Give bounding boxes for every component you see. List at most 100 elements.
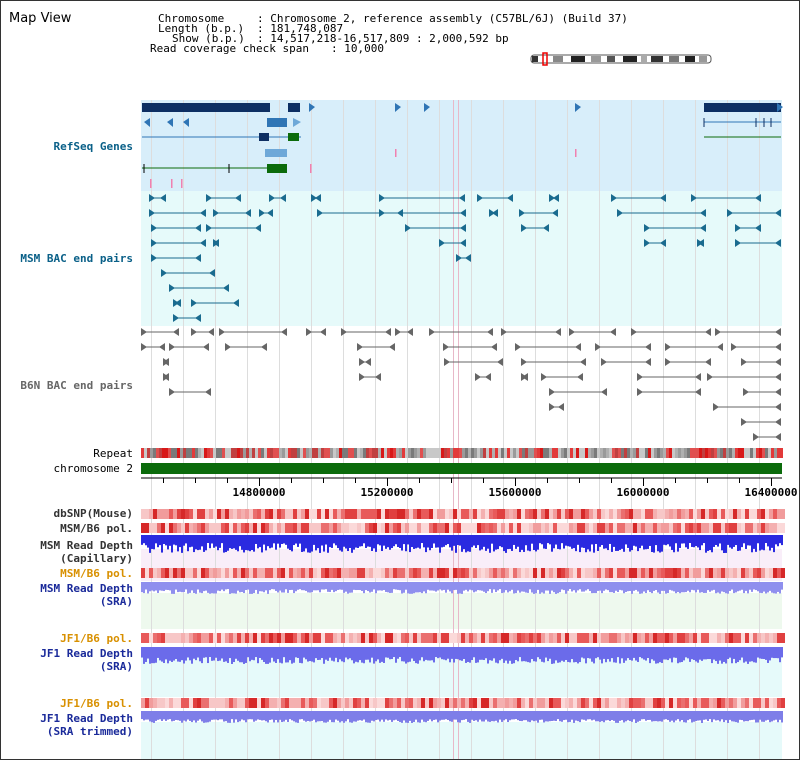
repeat-block xyxy=(780,448,783,458)
track-label-msm-bac[interactable]: MSM BAC end pairs xyxy=(20,252,133,265)
jf1-depth-sra-bar xyxy=(623,647,625,663)
msm-depth-capillary-bar xyxy=(189,535,191,548)
jf1-depth-trim-bar xyxy=(383,711,385,722)
jf1-depth-trim-bar xyxy=(719,711,721,722)
dbsnp-cell xyxy=(233,509,237,519)
jf1-depth-sra-bar xyxy=(477,647,479,663)
msm-b6-pol-sra-cell xyxy=(337,568,341,578)
jf1-b6-pol-trim-cell xyxy=(437,698,441,708)
msm-depth-capillary-bar xyxy=(473,535,475,546)
msm-b6-pol-sra-cell xyxy=(665,568,669,578)
repeat-block xyxy=(690,448,693,458)
jf1-depth-trim-bar xyxy=(213,711,215,720)
jf1-b6-pol-trim-cell xyxy=(229,698,233,708)
msm-b6-pol-cell xyxy=(281,523,285,533)
msm-depth-capillary-bar xyxy=(589,535,591,552)
msm-bac-pair-end xyxy=(735,224,741,232)
track-label-msm-depth-capillary[interactable]: MSM Read Depth (Capillary) xyxy=(40,539,133,565)
b6n-bac-pair-end xyxy=(385,328,391,336)
repeat-block xyxy=(603,448,606,458)
msm-depth-sra-bar xyxy=(207,582,209,593)
msm-bac-pair-end xyxy=(195,314,201,322)
jf1-depth-sra-bar xyxy=(209,647,211,658)
msm-depth-capillary-bar xyxy=(549,535,551,545)
msm-depth-capillary-bar xyxy=(637,535,639,552)
jf1-depth-trim-bar xyxy=(279,711,281,720)
dbsnp-cell xyxy=(441,509,445,519)
msm-depth-capillary-bar xyxy=(669,535,671,547)
msm-bac-pair-end xyxy=(492,209,498,217)
b6n-bac-pair-end xyxy=(515,343,521,351)
msm-b6-pol-sra-cell xyxy=(233,568,237,578)
msm-b6-pol-sra-cell xyxy=(389,568,393,578)
repeat-block xyxy=(627,448,630,458)
repeat-block xyxy=(186,448,189,458)
info-length-value: : 181,748,087 xyxy=(257,22,344,35)
msm-depth-capillary-bar xyxy=(561,535,563,544)
msm-depth-sra-bar xyxy=(433,582,435,591)
jf1-depth-sra-bar xyxy=(479,647,481,660)
msm-depth-capillary-bar xyxy=(725,535,727,553)
msm-b6-pol-sra-cell xyxy=(713,568,717,578)
jf1-depth-sra-bar xyxy=(639,647,641,658)
msm-depth-capillary-bar xyxy=(381,535,383,552)
jf1-depth-trim-bar xyxy=(521,711,523,722)
jf1-depth-sra-bar xyxy=(687,647,689,659)
msm-depth-capillary-bar xyxy=(277,535,279,544)
repeat-block xyxy=(462,448,465,458)
track-label-jf1-b6-pol-trimmed[interactable]: JF1/B6 pol. xyxy=(60,697,133,710)
msm-b6-pol-sra-cell xyxy=(409,568,413,578)
track-label-msm-depth-sra[interactable]: MSM Read Depth (SRA) xyxy=(40,582,133,608)
b6n-bac-pair-end xyxy=(741,418,747,426)
msm-depth-capillary-bar xyxy=(661,535,663,552)
msm-depth-sra-bar xyxy=(161,582,163,591)
msm-depth-sra-bar xyxy=(415,582,417,593)
msm-depth-capillary-bar xyxy=(183,535,185,546)
msm-depth-capillary-bar xyxy=(229,535,231,549)
msm-b6-pol-sra-cell xyxy=(345,568,349,578)
track-label-jf1-b6-pol[interactable]: JF1/B6 pol. xyxy=(60,632,133,645)
jf1-b6-pol-cell xyxy=(737,633,741,643)
msm-depth-capillary-bar xyxy=(173,535,175,545)
msm-bac-pair-end xyxy=(173,314,179,322)
msm-depth-capillary-bar xyxy=(519,535,521,553)
msm-depth-capillary-bar xyxy=(721,535,723,551)
msm-b6-pol-cell xyxy=(337,523,341,533)
dbsnp-cell xyxy=(777,509,781,519)
ideogram-band xyxy=(591,56,601,62)
dbsnp-cell xyxy=(721,509,725,519)
jf1-b6-pol-cell xyxy=(241,633,245,643)
msm-depth-capillary-bar xyxy=(685,535,687,548)
track-label-jf1-depth-trimmed[interactable]: JF1 Read Depth (SRA trimmed) xyxy=(40,712,133,738)
jf1-b6-pol-trim-cell xyxy=(245,698,249,708)
track-label-jf1-depth-sra[interactable]: JF1 Read Depth (SRA) xyxy=(40,647,133,673)
msm-b6-pol-sra-cell xyxy=(737,568,741,578)
msm-depth-capillary-bar xyxy=(217,535,219,551)
track-label-msm-b6-pol-sra[interactable]: MSM/B6 pol. xyxy=(60,567,133,580)
msm-b6-pol-cell xyxy=(577,523,581,533)
msm-depth-sra-bar xyxy=(377,582,379,591)
info-chromosome-value: : Chromosome 2, reference assembly (C57B… xyxy=(257,12,628,25)
jf1-depth-trim-bar xyxy=(507,711,509,723)
msm-depth-capillary-bar xyxy=(405,535,407,552)
msm-depth-sra-bar xyxy=(515,582,517,594)
msm-depth-capillary-bar xyxy=(743,535,745,544)
msm-depth-sra-bar xyxy=(343,582,345,593)
msm-b6-pol-cell xyxy=(165,523,169,533)
dbsnp-cell xyxy=(177,509,181,519)
track-label-msm-b6-pol[interactable]: MSM/B6 pol. xyxy=(60,522,133,535)
track-label-dbsnp[interactable]: dbSNP(Mouse) xyxy=(53,507,133,520)
msm-bac-pair-end xyxy=(456,254,462,262)
track-label-b6n-bac[interactable]: B6N BAC end pairs xyxy=(20,379,133,392)
jf1-depth-trim-bar xyxy=(415,711,417,720)
jf1-b6-pol-cell xyxy=(509,633,513,643)
b6n-bac-pair-end xyxy=(141,328,147,336)
jf1-depth-sra-bar xyxy=(729,647,731,658)
jf1-depth-trim-bar xyxy=(165,711,167,721)
msm-depth-sra-bar xyxy=(537,582,539,590)
dbsnp-cell xyxy=(701,509,705,519)
track-label-refseq[interactable]: RefSeq Genes xyxy=(53,140,133,153)
msm-b6-pol-sra-cell xyxy=(157,568,161,578)
msm-depth-sra-bar xyxy=(599,582,601,591)
